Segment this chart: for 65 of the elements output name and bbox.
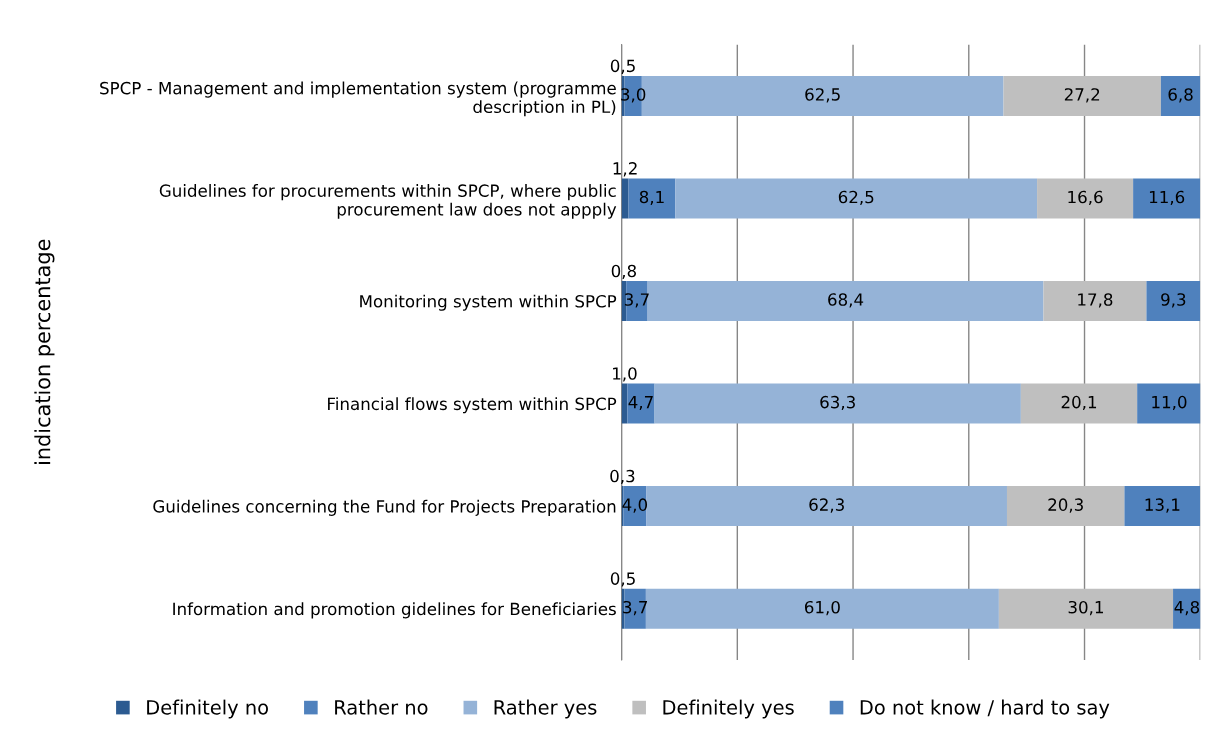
bar — [1003, 75, 1161, 116]
bar — [1173, 588, 1201, 629]
y-tick-label: Monitoring system within SPCP — [360, 294, 617, 311]
bar — [1124, 486, 1201, 527]
bar — [1020, 383, 1138, 424]
bar — [1146, 281, 1201, 322]
legend-label: Definitely no — [147, 699, 268, 719]
bar — [628, 178, 676, 219]
bar — [621, 178, 629, 219]
data-label: 4,7 — [628, 396, 653, 411]
data-label: 62,5 — [838, 190, 874, 205]
y-axis-title: indication percentage — [34, 239, 55, 464]
bar — [645, 588, 999, 629]
data-label: 62,5 — [805, 88, 840, 103]
bar — [654, 383, 1021, 424]
y-tick-label: SPCP - Management and implementation system (programme description in PL) — [100, 81, 616, 117]
data-label: 8,1 — [639, 190, 664, 205]
data-label: 63,3 — [820, 395, 855, 411]
bar — [627, 383, 655, 424]
data-label: 68,4 — [828, 293, 864, 308]
data-label: 27,2 — [1064, 88, 1100, 103]
data-label: 20,3 — [1048, 498, 1083, 513]
bar — [1133, 178, 1201, 219]
legend-label: Rather yes — [494, 699, 597, 719]
data-label: 11,6 — [1149, 190, 1185, 205]
bar — [1043, 281, 1147, 322]
data-label: 62,3 — [809, 498, 844, 513]
bar — [626, 281, 648, 322]
data-label: 20,1 — [1061, 395, 1097, 411]
data-label: 4,0 — [622, 498, 648, 513]
data-label: 30,1 — [1068, 600, 1103, 616]
data-label: 3,0 — [621, 88, 646, 103]
legend-label: Rather no — [335, 699, 428, 715]
data-label: 3,7 — [623, 600, 648, 616]
bar — [1160, 75, 1201, 116]
data-label: 17,8 — [1078, 293, 1113, 308]
data-label: 9,3 — [1161, 293, 1186, 308]
data-label: 1,0 — [613, 367, 637, 382]
data-label: 16,6 — [1068, 190, 1103, 205]
data-label: 0,5 — [610, 572, 635, 587]
legend-label: Definitely yes — [663, 699, 794, 719]
data-label: 11,0 — [1152, 395, 1187, 411]
bar — [623, 486, 647, 527]
data-label: 1,2 — [613, 162, 637, 177]
data-label: 6,8 — [1168, 88, 1193, 103]
data-label: 0,3 — [610, 469, 635, 485]
data-label: 4,8 — [1174, 600, 1200, 616]
y-tick-label: Guidelines concerning the Fund for Projects Preparation — [153, 499, 616, 516]
bar — [1037, 178, 1134, 219]
data-label: 61,0 — [804, 600, 840, 616]
bar — [646, 486, 1007, 527]
bar — [1137, 383, 1201, 424]
bar — [647, 281, 1044, 322]
bar — [1006, 486, 1125, 527]
bar — [624, 588, 646, 629]
bar — [998, 588, 1174, 629]
data-label: 3,7 — [624, 293, 649, 308]
data-label: 13,1 — [1145, 498, 1180, 513]
y-tick-label: Guidelines for procurements within SPCP, where public procurement law does not appply — [159, 184, 617, 219]
data-label: 0,8 — [611, 264, 637, 279]
bar — [675, 178, 1038, 219]
data-label: 0,5 — [610, 59, 635, 74]
y-tick-label: Financial flows system within SPCP — [328, 397, 617, 414]
y-tick-label: Information and promotion gidelines for Beneficiaries — [173, 602, 616, 619]
legend-label: Do not know / hard to say — [860, 699, 1110, 719]
